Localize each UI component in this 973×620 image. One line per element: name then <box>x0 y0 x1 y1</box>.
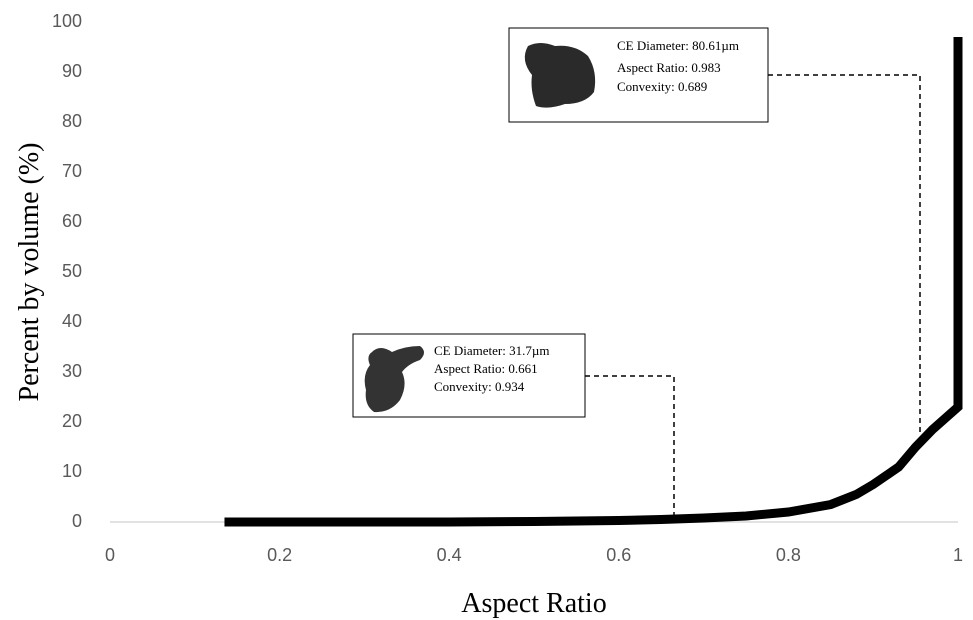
callout-text: CE Diameter: 80.61µm <box>617 38 739 53</box>
y-tick-label: 90 <box>62 61 82 81</box>
y-tick-label: 30 <box>62 361 82 381</box>
y-tick-label: 70 <box>62 161 82 181</box>
callout: CE Diameter: 31.7µm Aspect Ratio: 0.661 … <box>352 333 586 418</box>
callout-text: Aspect Ratio: 0.661 <box>434 361 538 376</box>
y-tick-label: 10 <box>62 461 82 481</box>
particle-image <box>524 43 596 108</box>
callout-text: Convexity: 0.689 <box>617 79 707 94</box>
callout: CE Diameter: 80.61µm Aspect Ratio: 0.983… <box>508 27 769 123</box>
x-axis-title: Aspect Ratio <box>461 588 606 619</box>
y-tick-label: 100 <box>52 11 82 31</box>
x-tick-label: 0.6 <box>606 545 631 565</box>
particle-image <box>364 346 424 413</box>
y-tick-label: 60 <box>62 211 82 231</box>
x-tick-label: 0 <box>105 545 115 565</box>
callout-text: Aspect Ratio: 0.983 <box>617 60 721 75</box>
connector <box>585 375 675 520</box>
connector <box>768 74 921 432</box>
y-tick-label: 40 <box>62 311 82 331</box>
x-tick-label: 1 <box>953 545 963 565</box>
x-tick-label: 0.2 <box>267 545 292 565</box>
y-tick-label: 50 <box>62 261 82 281</box>
y-tick-label: 0 <box>72 511 82 531</box>
x-tick-label: 0.8 <box>776 545 801 565</box>
y-tick-label: 80 <box>62 111 82 131</box>
data-line <box>224 37 963 527</box>
y-axis-title: Percent by volume (%) <box>14 143 45 402</box>
y-tick-label: 20 <box>62 411 82 431</box>
callout-text: Convexity: 0.934 <box>434 379 525 394</box>
x-tick-label: 0.4 <box>437 545 462 565</box>
callout-text: CE Diameter: 31.7µm <box>434 343 549 358</box>
